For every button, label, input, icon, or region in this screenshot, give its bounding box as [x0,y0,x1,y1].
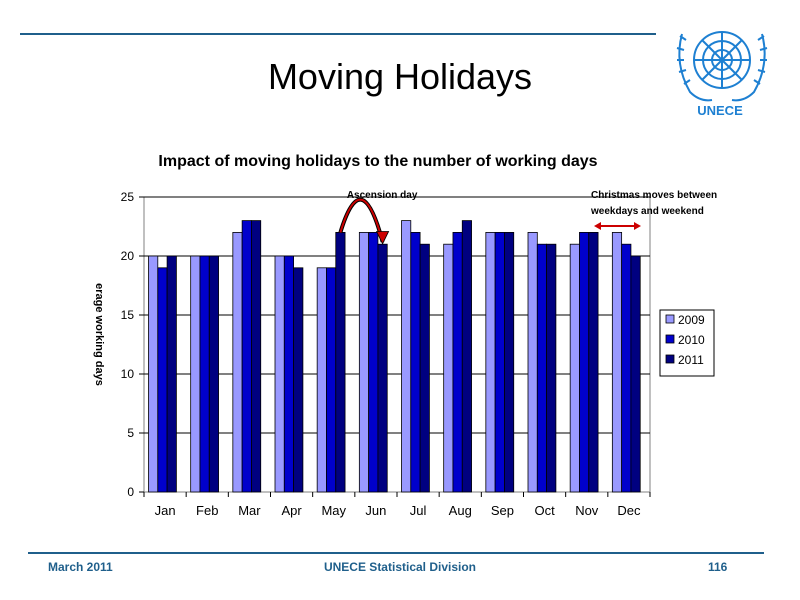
bar-2009-dec [611,232,623,493]
annotation-christmas-line1: Christmas moves between [591,190,717,201]
title-rule [20,33,656,35]
legend-label-2009: 2009 [678,313,705,327]
x-tick-label: Oct [534,503,555,518]
y-tick-label: 5 [127,426,134,440]
y-tick-label: 10 [121,367,135,381]
legend-swatch-2011 [665,354,675,364]
bar-2011-may [335,232,346,493]
y-tick-label: 15 [121,308,135,322]
bar-2011-jan [166,255,177,493]
bar-chart: 0 5 10 15 20 25 Jan Feb Mar Apr May Jun Jul Aug Sep Oct… [93,153,717,518]
bar-2010-jun [368,232,379,493]
x-tick-label: Jun [365,503,386,518]
ascension-arrowhead [375,231,390,245]
legend-label-2011: 2011 [678,353,704,367]
bar-2011-feb [208,255,219,493]
x-tick-label: Dec [617,503,641,518]
y-tick-label: 25 [121,190,135,204]
bar-2010-nov [579,232,590,493]
bar-2011-jun [377,243,388,493]
bar-2010-feb [199,255,210,493]
bar-2010-mar [241,220,252,493]
bar-2009-jul [401,220,412,493]
bar-2011-jul [419,243,430,493]
x-tick-label: Aug [449,503,472,518]
bar-2010-apr [283,255,294,493]
bar-2010-may [326,267,337,493]
bar-2011-dec [630,255,641,493]
bar-2011-nov [588,232,599,493]
bar-2009-apr [274,255,285,493]
y-tick-label: 0 [127,485,134,499]
bar-2009-aug [443,243,454,493]
x-tick-label: Apr [281,503,302,518]
bar-2011-aug [461,220,472,493]
x-tick-label: Jan [155,503,176,518]
bar-2010-jan [157,267,168,493]
logo-text: UNECE [697,103,743,118]
bar-2010-aug [452,232,463,493]
bar-2011-sep [504,232,515,493]
chart-title: Impact of moving holidays to the number … [158,153,597,170]
bar-2010-oct [536,243,547,493]
ascension-arrow [339,198,384,243]
x-tick-label: Nov [575,503,599,518]
bar-2009-nov [569,243,580,493]
bar-2010-jul [410,232,421,493]
bar-2009-may [316,267,327,493]
bar-2010-dec [621,243,632,493]
x-tick-label: May [321,503,346,518]
y-tick-label: 20 [121,249,135,263]
footer-rule [28,552,764,554]
bar-2010-sep [494,232,505,493]
slide-title: Moving Holidays [267,56,533,97]
bar-2011-oct [546,243,557,493]
un-emblem-icon [676,31,768,102]
x-tick-label: Feb [196,503,218,518]
bar-2009-feb [190,255,201,493]
christmas-arrowhead-right [634,222,641,230]
y-axis-label: erage working days [93,283,105,386]
bar-2009-jan [148,255,159,493]
bar-2011-mar [251,220,262,493]
footer-organization: UNECE Statistical Division [323,560,477,574]
x-tick-label: Sep [491,503,514,518]
plot-area [143,196,651,493]
legend-swatch-2010 [665,334,675,344]
legend-label-2010: 2010 [678,333,705,347]
annotation-ascension-day: Ascension day [347,190,418,201]
annotation-christmas-line2: weekdays and weekend [590,206,704,217]
bar-2009-sep [485,232,496,493]
bar-2009-mar [232,232,243,493]
chart: 0 5 10 15 20 25 Jan Feb Mar Apr May Jun Jul Aug Sep Oct… [0,140,800,540]
page-number: 116 [708,560,728,574]
bar-2009-oct [527,232,538,493]
bar-2009-jun [358,232,370,493]
x-tick-label: Jul [410,503,427,518]
christmas-arrowhead-left [594,222,601,230]
footer-date: March 2011 [48,560,113,574]
bar-2011-apr [293,267,304,493]
x-tick-label: Mar [238,503,261,518]
legend-swatch-2009 [665,314,675,324]
